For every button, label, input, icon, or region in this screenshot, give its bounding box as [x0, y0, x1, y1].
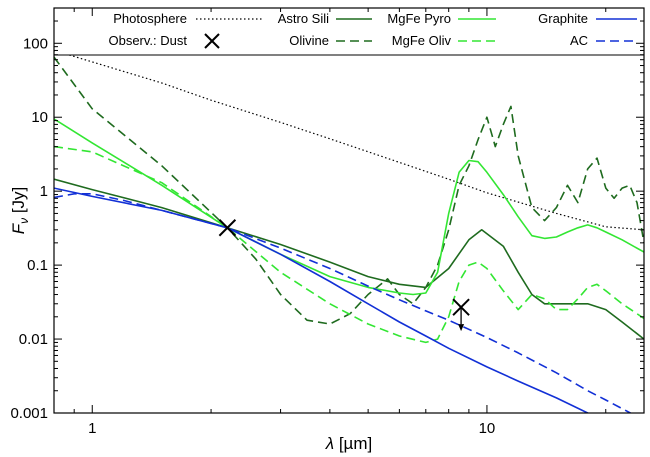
- legend-marker-stroke-b: [204, 33, 220, 49]
- legend-background: [55, 9, 643, 55]
- upper-limit-arrow-head: [458, 324, 465, 332]
- legend: Photosphere Observ.: Dust Astro Sili Olivin…: [108, 11, 637, 49]
- y-tick-label: 1: [40, 183, 48, 200]
- observation-marker-1: [218, 219, 237, 237]
- series-layer: [54, 49, 644, 413]
- y-tick-label: 100: [23, 35, 48, 52]
- legend-label: Observ.: Dust: [108, 33, 187, 48]
- y-tick-label: 0.001: [10, 405, 48, 422]
- marker-stroke-b: [218, 219, 237, 237]
- legend-label: Graphite: [538, 11, 588, 26]
- legend-item-observ-dust: Observ.: Dust: [108, 33, 220, 49]
- y-axis-label: Fν [Jy]: [9, 187, 31, 235]
- y-tick-label: 10: [31, 109, 48, 126]
- x-axis-label: λ [µm]: [325, 434, 373, 453]
- series-line-mgfe-pyro: [54, 118, 644, 296]
- series-line-olivine: [54, 56, 644, 325]
- legend-item-olivine: Olivine: [289, 33, 372, 48]
- legend-item-astro-sili: Astro Sili: [278, 11, 372, 26]
- series-line-photosphere: [54, 49, 644, 231]
- legend-label: AC: [570, 33, 588, 48]
- series-line-astro-sili: [54, 178, 644, 340]
- legend-label: Astro Sili: [278, 11, 329, 26]
- legend-label: MgFe Oliv: [392, 33, 452, 48]
- legend-item-mgfe-pyro: MgFe Pyro: [387, 11, 496, 26]
- y-tick-label: 0.1: [27, 257, 48, 274]
- legend-item-ac: AC: [570, 33, 637, 48]
- legend-item-photosphere: Photosphere: [113, 11, 262, 26]
- x-tick-label: 10: [479, 420, 496, 437]
- x-tick-label: 1: [88, 420, 96, 437]
- marker-layer: [218, 219, 470, 332]
- legend-label: MgFe Pyro: [387, 11, 451, 26]
- series-line-ac: [54, 193, 633, 413]
- legend-label: Olivine: [289, 33, 329, 48]
- legend-item-graphite: Graphite: [538, 11, 637, 26]
- legend-label: Photosphere: [113, 11, 187, 26]
- plot-frame: [53, 7, 645, 414]
- legend-item-mgfe-oliv: MgFe Oliv: [392, 33, 496, 48]
- axes: 0.001 0.01 0.1 1 10 100 1 10: [10, 7, 645, 437]
- series-line-mgfe-oliv: [54, 145, 644, 344]
- y-tick-label: 0.01: [19, 331, 48, 348]
- observation-marker-2: [452, 298, 470, 332]
- series-line-graphite: [54, 187, 590, 413]
